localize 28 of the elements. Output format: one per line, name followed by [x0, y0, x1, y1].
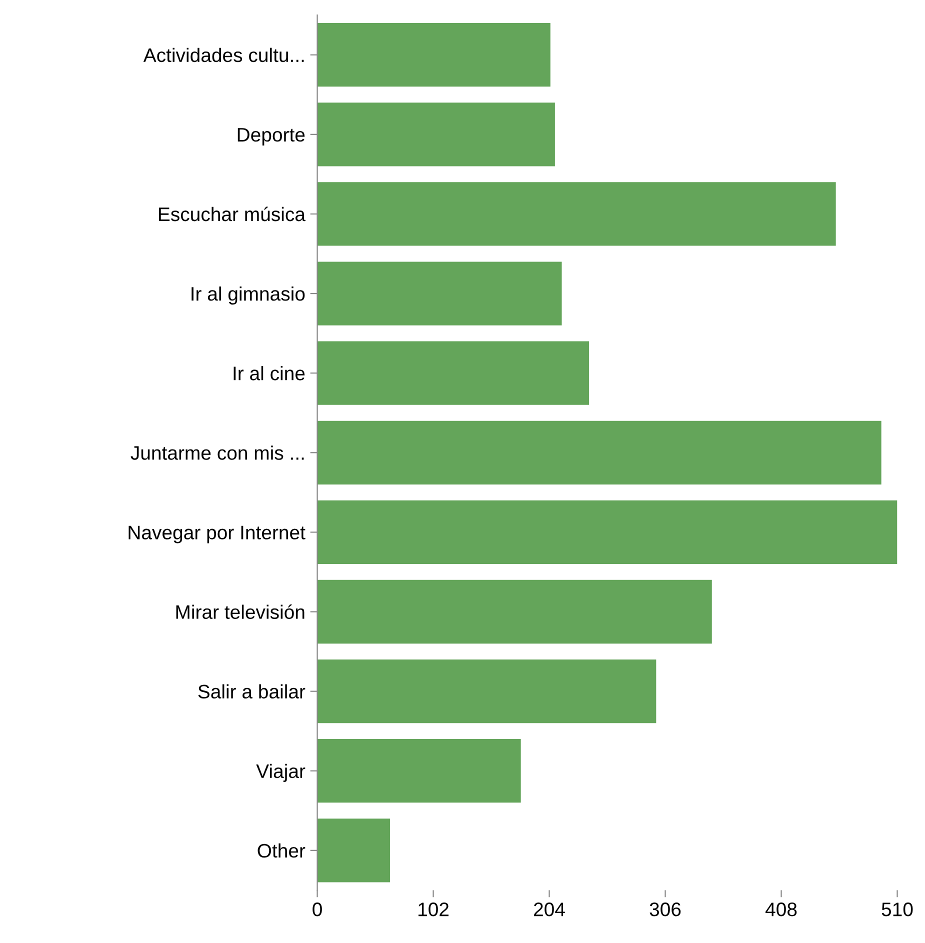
x-tick-label: 102 — [418, 902, 449, 916]
x-tick-label: 306 — [650, 902, 681, 916]
bar — [317, 500, 898, 564]
bar — [317, 262, 562, 326]
y-tick-label: Viajar — [256, 764, 306, 782]
x-tick-label: 0 — [312, 902, 322, 916]
bar — [317, 182, 836, 246]
x-tick-label: 408 — [765, 902, 797, 916]
bar — [317, 341, 590, 405]
y-tick-label: Mirar televisión — [176, 604, 304, 619]
x-tick-label: 204 — [534, 902, 565, 916]
bar — [317, 420, 882, 484]
bar — [317, 102, 555, 166]
y-tick-label: Actividades cultu... — [143, 48, 304, 62]
y-tick-label: Navegar por Internet — [128, 526, 306, 544]
y-tick-label: Ir al gimnasio — [192, 286, 305, 305]
y-tick-label: Ir al cine — [234, 366, 305, 380]
bar — [317, 580, 712, 644]
y-tick-label: Salir a bailar — [198, 684, 306, 699]
y-tick-label: Juntarme con mis ... — [130, 446, 304, 460]
x-tick-label: 510 — [882, 902, 913, 916]
bar — [317, 659, 656, 724]
y-tick-label: Deporte — [238, 128, 305, 146]
bar — [317, 23, 550, 87]
y-tick-label: Escuchar música — [159, 206, 306, 222]
y-tick-label: Other — [258, 843, 306, 858]
bar — [317, 818, 390, 882]
bar — [317, 739, 521, 803]
